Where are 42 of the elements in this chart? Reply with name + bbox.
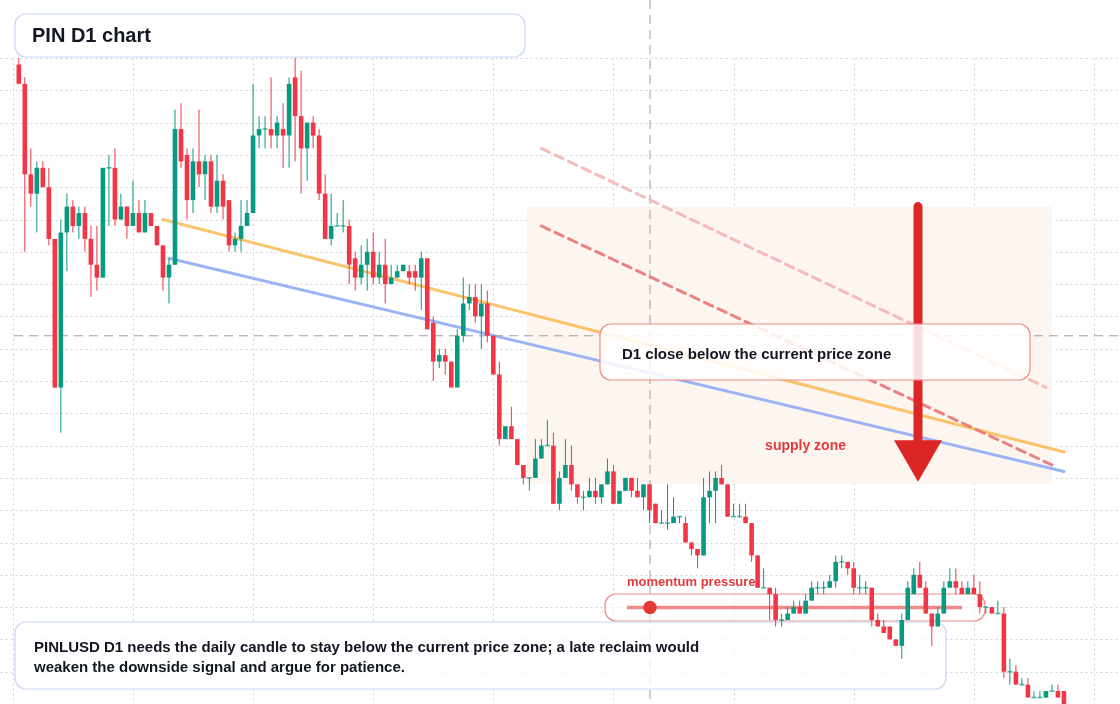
candlestick xyxy=(707,470,712,524)
candlestick xyxy=(16,57,22,85)
candlestick xyxy=(539,438,544,460)
candlestick xyxy=(605,458,610,485)
candlestick xyxy=(569,445,574,492)
candlestick xyxy=(599,483,604,505)
candlestick xyxy=(953,567,959,595)
candlestick xyxy=(803,593,808,615)
annotation: D1 close below the current price zone xyxy=(622,345,892,362)
candlestick xyxy=(713,470,718,524)
candlestick xyxy=(382,238,388,304)
candlestick xyxy=(767,587,772,621)
candlestick xyxy=(983,606,989,615)
band-label: supply zone xyxy=(765,437,847,454)
candlestick xyxy=(473,283,478,324)
annotation: momentum pressure xyxy=(627,574,756,589)
chart-title: PIN D1 chart xyxy=(32,24,152,46)
candlestick xyxy=(418,251,424,311)
candlestick xyxy=(280,102,286,169)
candlestick xyxy=(683,516,688,543)
candlestick xyxy=(641,483,646,511)
annotation: PINLUSD D1 needs the daily candle to stay below the current price zone; a late reclaim would weaken the downside signal and argue for patience. xyxy=(33,638,700,675)
candlestick xyxy=(467,283,472,311)
candlestick xyxy=(376,251,382,285)
candlestick xyxy=(917,561,923,589)
candlestick xyxy=(575,483,580,505)
candlestick xyxy=(851,561,857,595)
candlestick xyxy=(563,438,568,479)
candlestick xyxy=(352,251,358,292)
candlestick xyxy=(262,115,268,149)
candlestick xyxy=(1055,684,1061,699)
candlestick xyxy=(28,147,34,208)
candlestick xyxy=(256,115,262,149)
candlestick xyxy=(1007,658,1013,686)
candlestick xyxy=(442,348,448,376)
candlestick xyxy=(436,348,442,369)
candlestick xyxy=(268,76,274,149)
candlestick xyxy=(479,283,484,350)
candlestick xyxy=(509,406,514,440)
candlestick xyxy=(947,567,953,589)
candlestick xyxy=(593,477,598,505)
candlestick xyxy=(761,567,767,589)
